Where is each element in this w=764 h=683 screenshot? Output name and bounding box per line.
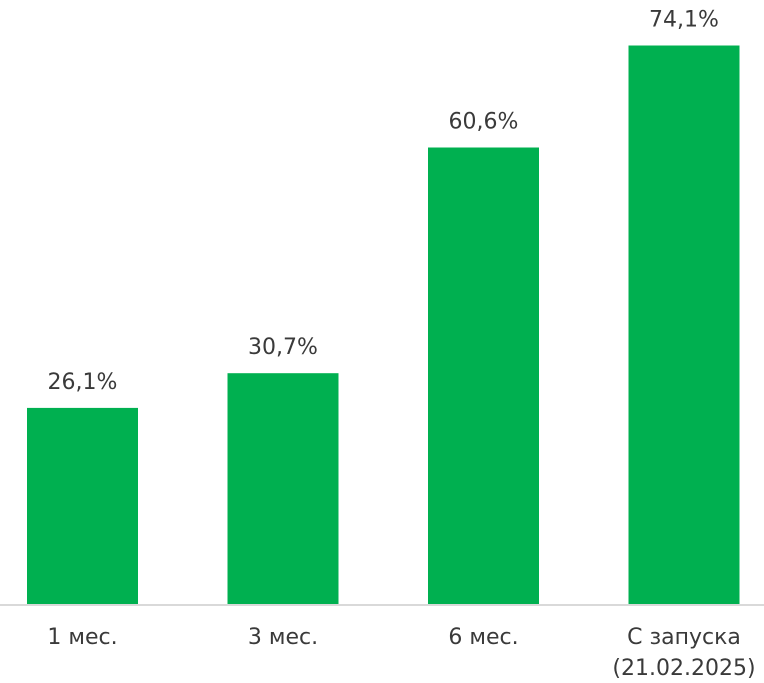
value-labels-group: 26,1% 30,7% 60,6% 74,1% [48, 8, 719, 395]
bar-1 [27, 407, 138, 605]
bars-group [27, 45, 740, 605]
bar-3 [428, 147, 539, 605]
x-tick-label-3: 6 мес. [448, 625, 518, 650]
x-tick-label-4: С запуска (21.02.2025) [612, 625, 755, 681]
data-label-3: 60,6% [449, 110, 519, 135]
x-tick-labels-group: 1 мес. 3 мес. 6 мес. С запуска (21.02.2025) [47, 625, 755, 681]
data-label-2: 30,7% [248, 335, 318, 360]
data-label-4: 74,1% [649, 8, 719, 33]
bar-4 [628, 45, 740, 605]
data-label-1: 26,1% [48, 370, 118, 395]
x-tick-label-2: 3 мес. [248, 625, 318, 650]
bar-2 [227, 373, 339, 605]
x-tick-label-1: 1 мес. [47, 625, 117, 650]
